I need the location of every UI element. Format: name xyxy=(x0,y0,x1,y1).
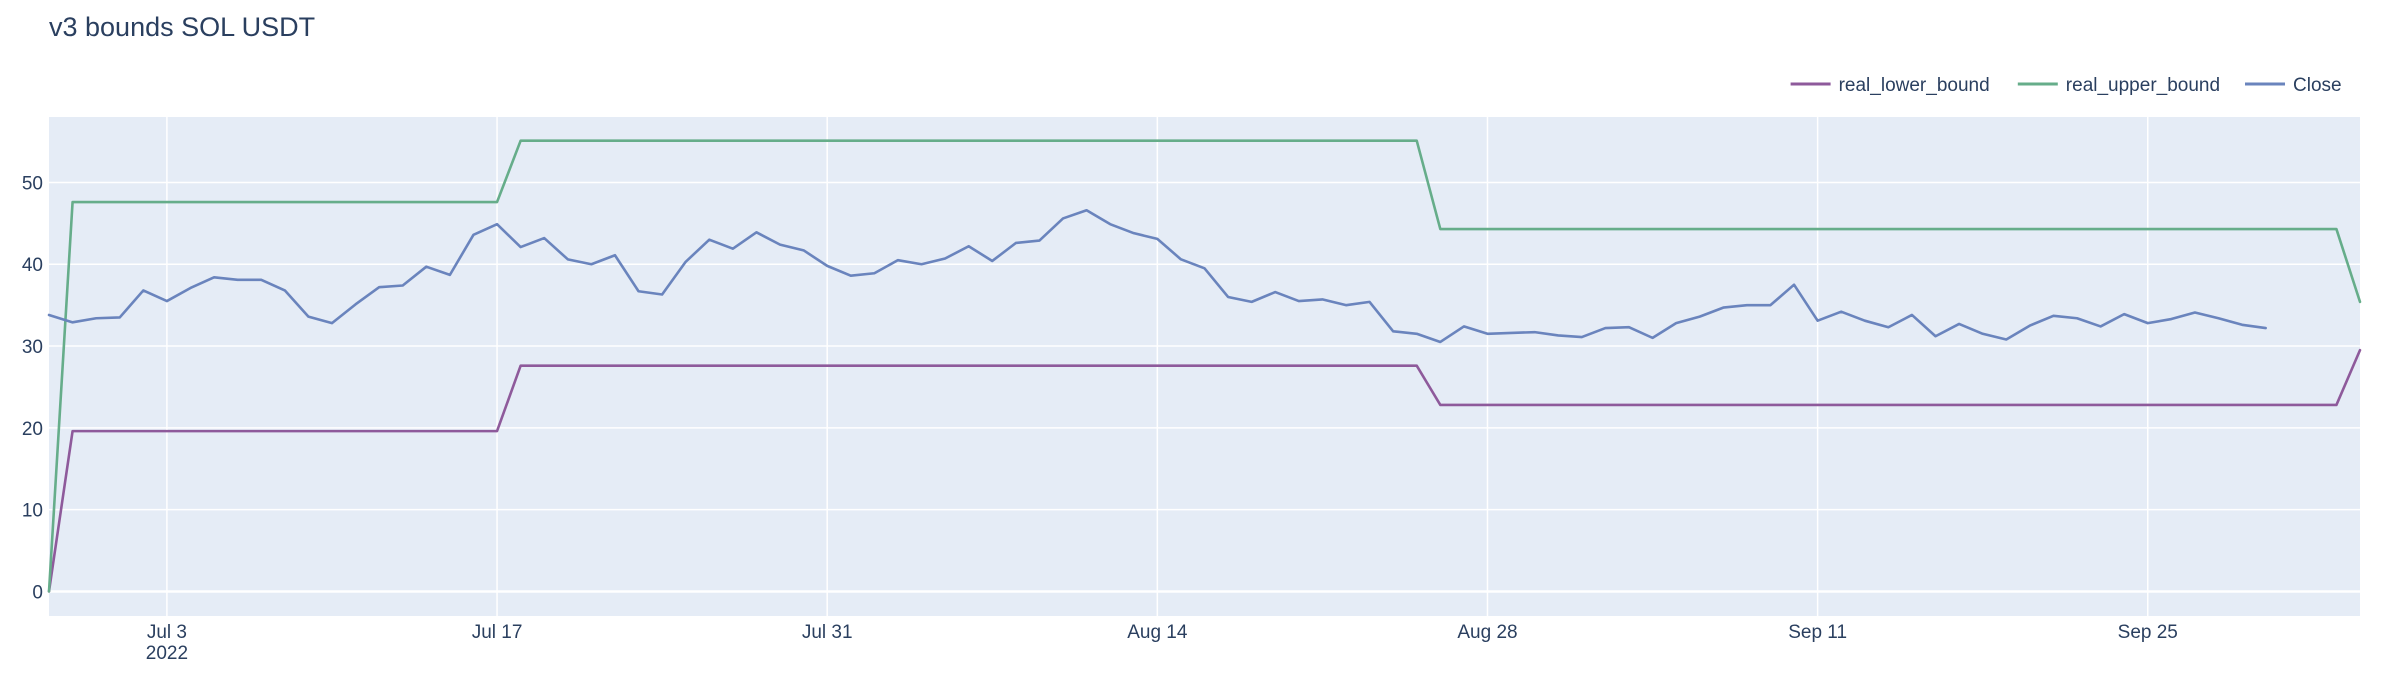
legend-label: real_lower_bound xyxy=(1839,75,1990,96)
x-tick-label: Jul 3 xyxy=(147,622,187,643)
x-tick-sublabel: 2022 xyxy=(146,643,188,664)
y-tick-label: 50 xyxy=(22,173,43,194)
x-tick-label: Aug 14 xyxy=(1127,622,1188,643)
series-line-close xyxy=(47,208,2267,344)
y-tick-label: 30 xyxy=(22,337,43,358)
legend-label: Close xyxy=(2293,75,2342,96)
series-group xyxy=(47,139,2362,593)
legend: real_lower_bound real_upper_bound Close xyxy=(1790,75,2342,96)
x-tick-label: Sep 11 xyxy=(1788,622,1847,643)
chart-title: v3 bounds SOL USDT xyxy=(49,12,315,42)
y-tick-label: 20 xyxy=(22,419,43,440)
x-tick-label: Jul 31 xyxy=(802,622,853,643)
y-tick-label: 10 xyxy=(22,501,43,522)
series-line-real-upper-bound xyxy=(47,139,2362,593)
legend-label: real_upper_bound xyxy=(2066,75,2220,96)
x-tick-label: Sep 25 xyxy=(2118,622,2178,643)
legend-item-real-lower-bound[interactable]: real_lower_bound xyxy=(1790,75,1990,96)
y-tick-label: 40 xyxy=(22,255,43,276)
x-tick-label: Aug 28 xyxy=(1457,622,1517,643)
legend-item-real-upper-bound[interactable]: real_upper_bound xyxy=(2017,75,2220,96)
series-line-real-lower-bound xyxy=(47,348,2362,593)
legend-item-close[interactable]: Close xyxy=(2245,75,2342,96)
x-tick-label: Jul 17 xyxy=(472,622,523,643)
y-tick-label: 0 xyxy=(32,582,43,603)
